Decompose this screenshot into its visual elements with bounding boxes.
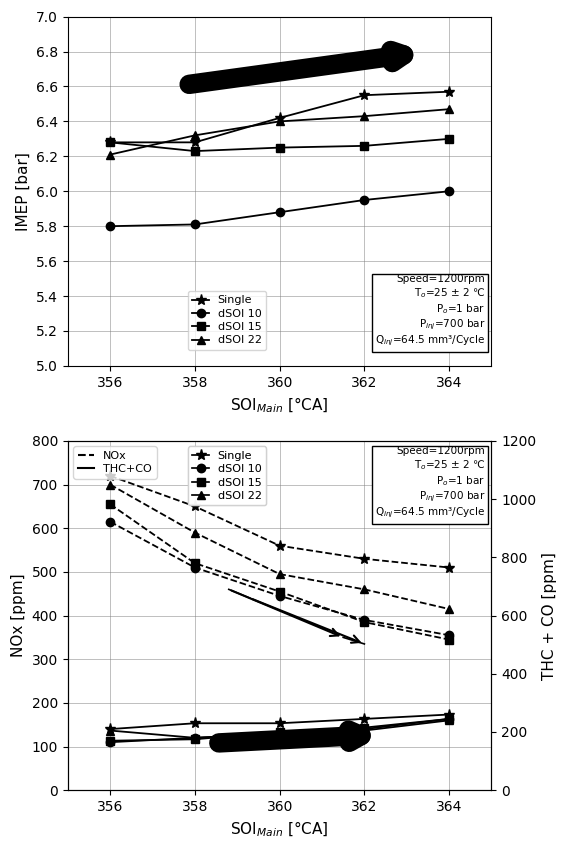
dSOI 15 [191, 146, 198, 156]
dSOI 22 [361, 111, 367, 122]
Single [446, 87, 453, 97]
Line: Single: Single [105, 86, 454, 148]
Y-axis label: THC + CO [ppm]: THC + CO [ppm] [542, 552, 557, 679]
X-axis label: SOI$_{Main}$ [°CA]: SOI$_{Main}$ [°CA] [231, 395, 329, 415]
dSOI 22 [276, 116, 283, 127]
X-axis label: SOI$_{Main}$ [°CA]: SOI$_{Main}$ [°CA] [231, 819, 329, 839]
Y-axis label: NOx [ppm]: NOx [ppm] [11, 574, 26, 657]
Line: dSOI 22: dSOI 22 [106, 105, 453, 159]
Single [191, 137, 198, 147]
Text: Speed=1200rpm
T$_o$=25 ± 2 ℃
P$_o$=1 bar
P$_{inj}$=700 bar
Q$_{inj}$=64.5 mm³/Cy: Speed=1200rpm T$_o$=25 ± 2 ℃ P$_o$=1 bar… [375, 275, 485, 348]
Line: dSOI 10: dSOI 10 [106, 187, 453, 230]
Legend: Single, dSOI 10, dSOI 15, dSOI 22: Single, dSOI 10, dSOI 15, dSOI 22 [188, 291, 266, 350]
dSOI 15 [361, 141, 367, 151]
Legend: Single, dSOI 10, dSOI 15, dSOI 22: Single, dSOI 10, dSOI 15, dSOI 22 [188, 446, 266, 506]
Single [107, 137, 114, 147]
dSOI 15 [446, 133, 453, 144]
dSOI 15 [276, 143, 283, 153]
Text: Speed=1200rpm
T$_o$=25 ± 2 ℃
P$_o$=1 bar
P$_{inj}$=700 bar
Q$_{inj}$=64.5 mm³/Cy: Speed=1200rpm T$_o$=25 ± 2 ℃ P$_o$=1 bar… [375, 446, 485, 520]
Line: dSOI 15: dSOI 15 [106, 134, 453, 156]
dSOI 10 [446, 186, 453, 196]
Single [361, 90, 367, 100]
dSOI 10 [191, 219, 198, 230]
Single [276, 113, 283, 123]
dSOI 22 [107, 150, 114, 160]
dSOI 22 [191, 130, 198, 140]
dSOI 10 [276, 207, 283, 218]
dSOI 10 [107, 221, 114, 231]
dSOI 15 [107, 137, 114, 147]
Y-axis label: IMEP [bar]: IMEP [bar] [15, 152, 30, 230]
dSOI 10 [361, 195, 367, 205]
dSOI 22 [446, 104, 453, 114]
